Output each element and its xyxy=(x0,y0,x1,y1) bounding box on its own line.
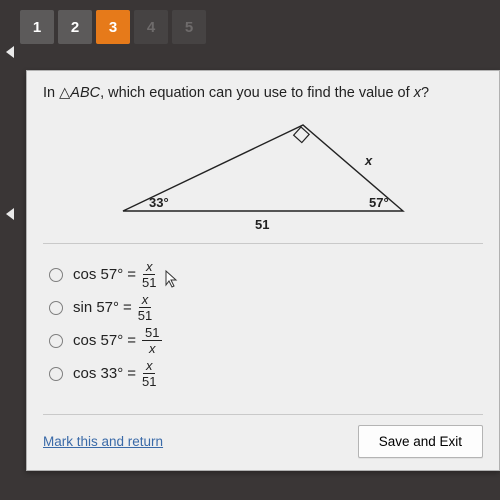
choice-d-expr: cos 33° = x 51 xyxy=(73,359,156,388)
choice-c-den: x xyxy=(149,341,156,355)
question-panel: In △ABC, which equation can you use to f… xyxy=(26,70,500,471)
q-prefix: In xyxy=(43,85,59,101)
nav-q5: 5 xyxy=(172,10,206,44)
choice-d-num: x xyxy=(143,359,156,374)
nav-q2[interactable]: 2 xyxy=(58,10,92,44)
nav-q1[interactable]: 1 xyxy=(20,10,54,44)
radio-icon[interactable] xyxy=(49,367,63,381)
choice-a-fn: cos 57° xyxy=(73,266,123,283)
side-right-label: x xyxy=(364,153,373,168)
equals-sign: = xyxy=(127,332,136,349)
equals-sign: = xyxy=(127,365,136,382)
side-bottom-label: 51 xyxy=(255,217,269,232)
save-exit-button[interactable]: Save and Exit xyxy=(358,425,483,458)
question-text: In △ABC, which equation can you use to f… xyxy=(43,85,483,101)
question-nav: 1 2 3 4 5 xyxy=(0,0,500,54)
equals-sign: = xyxy=(123,299,132,316)
radio-icon[interactable] xyxy=(49,268,63,282)
choice-b[interactable]: sin 57° = x 51 xyxy=(49,293,483,322)
choice-a-den: 51 xyxy=(142,275,156,289)
angle-right-label: 57° xyxy=(369,195,389,210)
choice-d[interactable]: cos 33° = x 51 xyxy=(49,359,483,388)
radio-icon[interactable] xyxy=(49,334,63,348)
radio-icon[interactable] xyxy=(49,301,63,315)
choice-c-num: 51 xyxy=(142,326,162,341)
choice-b-den: 51 xyxy=(138,308,152,322)
triangle-figure: 33° 57° x 51 xyxy=(43,107,483,243)
triangle-name: ABC xyxy=(70,85,100,101)
angle-left-label: 33° xyxy=(149,195,169,210)
triangle-symbol: △ xyxy=(59,85,70,101)
panel-footer: Mark this and return Save and Exit xyxy=(43,414,483,458)
q-end: ? xyxy=(421,85,429,101)
choice-b-fn: sin 57° xyxy=(73,299,119,316)
q-var: x xyxy=(414,85,421,101)
choice-c-fn: cos 57° xyxy=(73,332,123,349)
fraction: x 51 xyxy=(138,293,152,322)
choice-b-num: x xyxy=(139,293,152,308)
choice-a-expr: cos 57° = x 51 xyxy=(73,260,160,289)
equals-sign: = xyxy=(127,266,136,283)
mark-return-link[interactable]: Mark this and return xyxy=(43,434,163,449)
choice-a[interactable]: cos 57° = x 51 xyxy=(49,260,483,289)
nav-q4: 4 xyxy=(134,10,168,44)
right-angle-box xyxy=(294,127,310,143)
choice-d-fn: cos 33° xyxy=(73,365,123,382)
answer-choices: cos 57° = x 51 sin 57° = x 51 xyxy=(43,243,483,388)
fraction: x 51 xyxy=(142,359,156,388)
panel-pointer-icon xyxy=(6,208,14,220)
fraction: 51 x xyxy=(142,326,162,355)
choice-c[interactable]: cos 57° = 51 x xyxy=(49,326,483,355)
fraction: x 51 xyxy=(142,260,156,289)
nav-q3[interactable]: 3 xyxy=(96,10,130,44)
choice-a-num: x xyxy=(143,260,156,275)
choice-b-expr: sin 57° = x 51 xyxy=(73,293,152,322)
choice-d-den: 51 xyxy=(142,374,156,388)
q-suffix: , which equation can you use to find the… xyxy=(100,85,414,101)
choice-c-expr: cos 57° = 51 x xyxy=(73,326,162,355)
triangle-svg: 33° 57° x 51 xyxy=(103,111,423,235)
panel-pointer-icon xyxy=(6,46,14,58)
